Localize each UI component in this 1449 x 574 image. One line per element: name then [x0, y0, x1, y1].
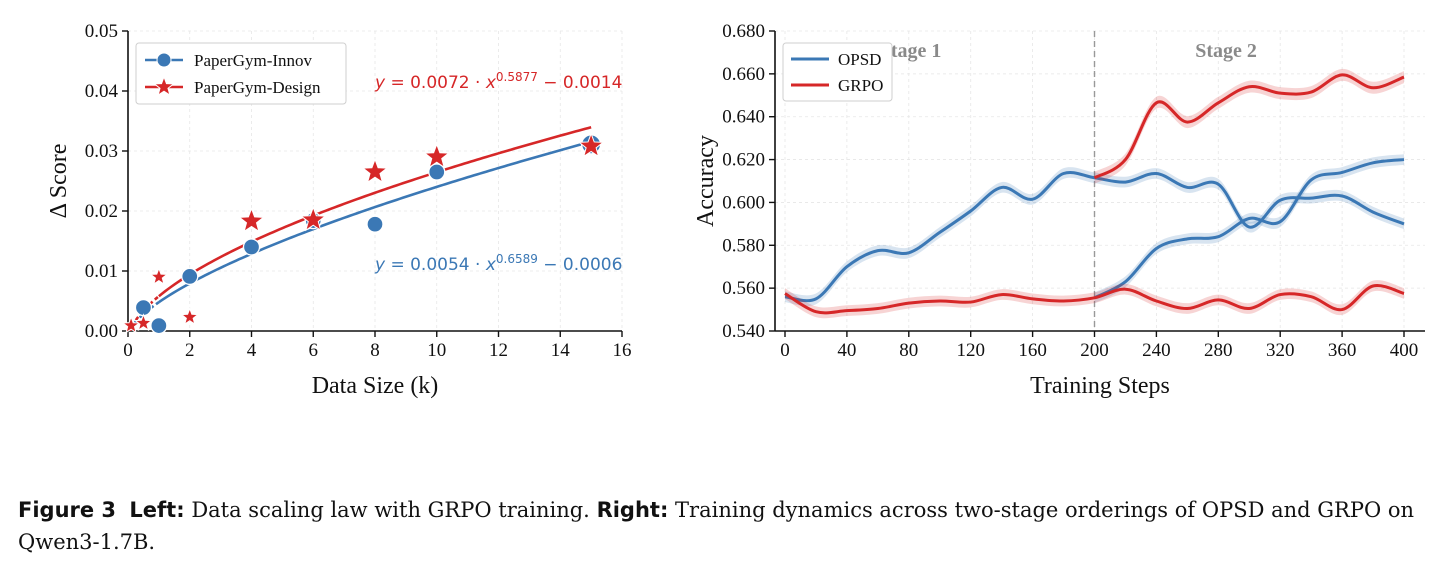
legend: PaperGym-Innov PaperGym-Design	[135, 42, 347, 105]
y-axis-label: Δ Score	[46, 144, 72, 219]
legend-marker	[156, 52, 172, 68]
scaling-law-chart: 0 2 4 6 8 10 12 14 16 0.00 0.01 0.02 0.03 0.04 0.05 Dat…	[46, 21, 632, 399]
data-point	[300, 206, 327, 232]
x-tick-label: 2	[185, 340, 195, 361]
y-axis-label: Accuracy	[693, 135, 719, 227]
y-tick-label: 0.00	[85, 321, 118, 342]
x-tick-label: 0	[123, 340, 133, 361]
fit-equation: y = 0.0072 · x0.5877 − 0.0014	[374, 70, 622, 93]
y-tick-label: 0.560	[722, 278, 765, 299]
x-tick-label: 10	[427, 340, 446, 361]
y-tick-label: 0.04	[85, 81, 119, 102]
data-point	[238, 207, 265, 233]
y-tick-label: 0.05	[85, 21, 118, 42]
legend-label: GRPO	[838, 76, 883, 95]
x-tick-label: 80	[899, 340, 918, 361]
series-grpo-first-	[784, 280, 1405, 319]
markers-papergym-design	[121, 132, 605, 334]
x-tick-label: 0	[780, 340, 790, 361]
caption-right-text: Training dynamics across two-stage order…	[18, 498, 1415, 554]
x-tick-label: 160	[1018, 340, 1047, 361]
fit-curve	[158, 140, 592, 304]
data-point	[423, 143, 450, 169]
data-point	[428, 163, 446, 181]
y-tick-label: 0.640	[722, 107, 765, 128]
legend-label: OPSD	[838, 50, 881, 69]
legend-marker	[153, 75, 175, 97]
x-tick-label: 400	[1390, 340, 1419, 361]
legend-label: PaperGym-Design	[194, 78, 321, 97]
confidence-band	[1094, 68, 1404, 184]
y-tick-label: 0.02	[85, 201, 118, 222]
data-point	[180, 307, 200, 326]
data-point	[577, 132, 605, 158]
x-tick-label: 360	[1328, 340, 1357, 361]
fit-curve	[158, 125, 592, 298]
figure-caption: Figure 3 Left: Data scaling law with GRP…	[18, 494, 1433, 558]
y-tick-label: 0.03	[85, 141, 118, 162]
data-point	[149, 267, 169, 286]
x-tick-label: 4	[247, 340, 257, 361]
y-tick-label: 0.660	[722, 64, 765, 85]
data-point	[361, 158, 389, 184]
x-tick-label: 200	[1080, 340, 1109, 361]
x-tick-label: 12	[489, 340, 508, 361]
caption-left-label: Left:	[129, 498, 185, 522]
data-point	[181, 267, 199, 286]
y-tick-label: 0.540	[722, 321, 765, 342]
x-axis-label: Training Steps	[1030, 373, 1170, 399]
y-tick-label: 0.620	[722, 150, 765, 171]
stage-label: Stage 2	[1195, 40, 1257, 62]
series-opsd-grpo-first-	[1093, 154, 1405, 304]
series-grpo	[1093, 68, 1405, 184]
series-line	[1093, 73, 1405, 180]
markers-papergym-innov	[134, 134, 602, 335]
data-point	[133, 313, 153, 332]
data-point	[134, 298, 153, 317]
x-tick-label: 8	[370, 340, 380, 361]
x-tick-label: 280	[1204, 340, 1233, 361]
fit-equation: y = 0.0054 · x0.6589 − 0.0006	[374, 252, 622, 275]
x-tick-label: 320	[1266, 340, 1295, 361]
stage-label: Stage 1	[880, 40, 942, 62]
y-tick-label: 0.580	[722, 235, 765, 256]
figure-label: Figure 3	[18, 498, 117, 522]
figure-canvas: 0 2 4 6 8 10 12 14 16 0.00 0.01 0.02 0.03 0.04 0.05 Dat…	[46, 21, 1425, 399]
y-tick-label: 0.01	[85, 261, 118, 282]
legend-label: PaperGym-Innov	[194, 51, 313, 70]
x-tick-label: 14	[551, 340, 571, 361]
series-papergym-design	[128, 125, 592, 331]
series-line	[1093, 158, 1405, 300]
x-tick-label: 120	[956, 340, 985, 361]
data-point	[366, 215, 384, 233]
x-axis-label: Data Size (k)	[312, 373, 439, 399]
data-point	[242, 238, 261, 256]
legend: OPSD GRPO	[782, 42, 893, 102]
x-tick-label: 240	[1142, 340, 1171, 361]
legend-box	[135, 42, 347, 105]
x-tick-label: 6	[309, 340, 319, 361]
caption-left-text: Data scaling law with GRPO training.	[191, 498, 590, 522]
y-tick-label: 0.680	[722, 21, 765, 42]
series-line	[784, 284, 1405, 315]
x-tick-label: 40	[837, 340, 856, 361]
data-point	[121, 315, 141, 334]
series-papergym-innov	[128, 140, 592, 331]
data-point	[150, 316, 168, 335]
x-tick-label: 16	[613, 340, 632, 361]
training-dynamics-chart: 0 40 80 120 160 200 240 280 320 360 400 0.540 0.560 0…	[693, 21, 1425, 399]
caption-right-label: Right:	[596, 498, 669, 522]
y-tick-label: 0.600	[722, 192, 765, 213]
